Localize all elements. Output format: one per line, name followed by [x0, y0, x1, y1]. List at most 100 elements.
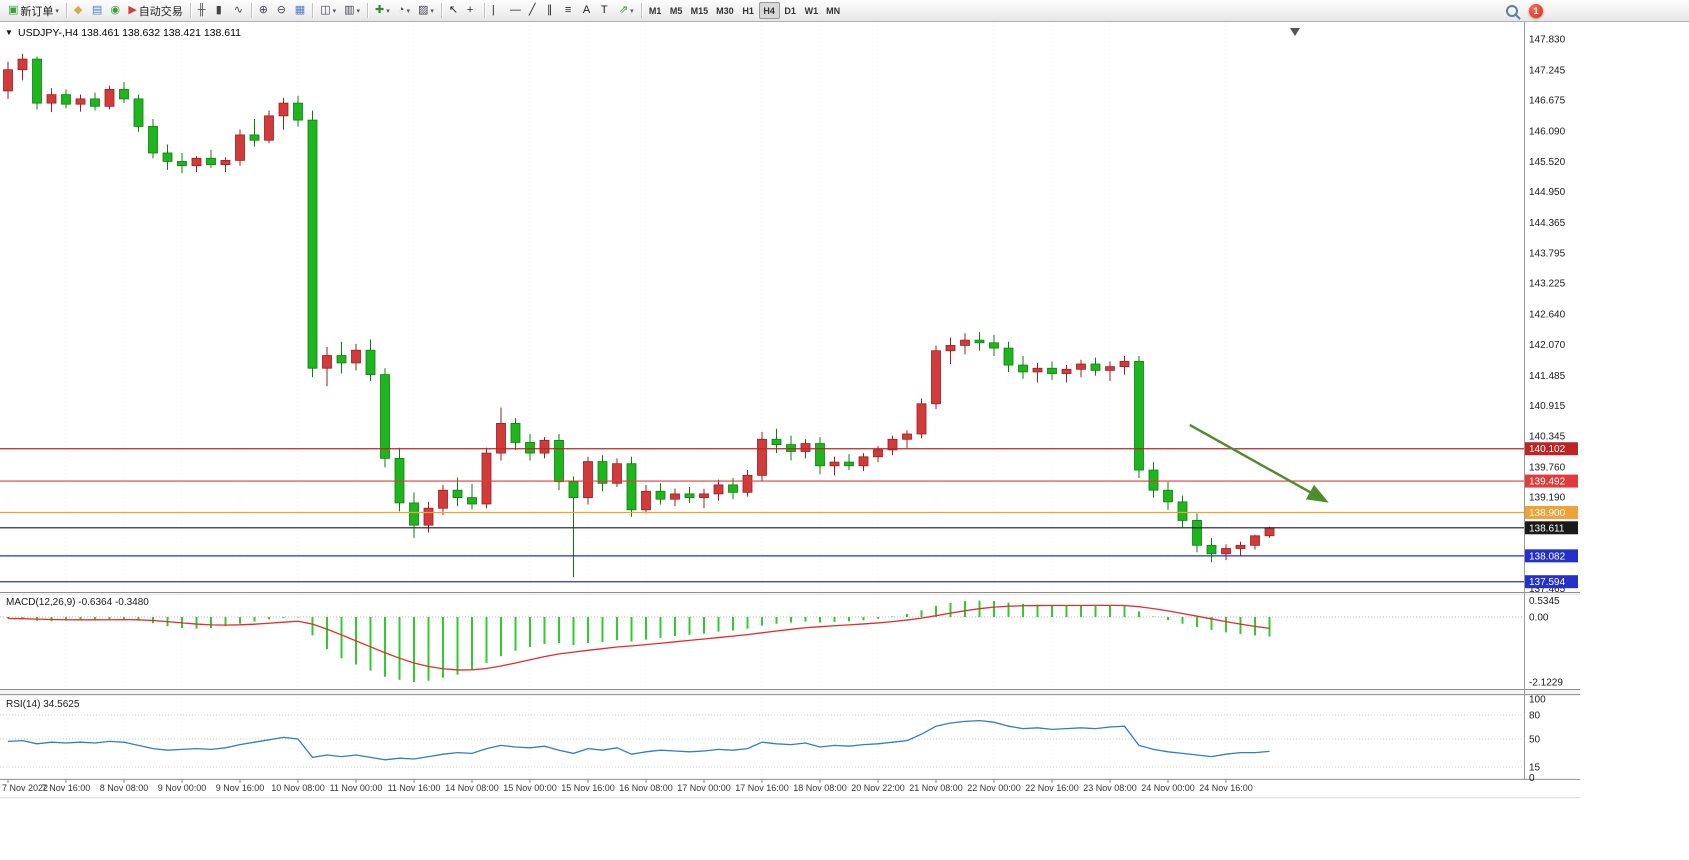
candlestick-chart-icon: ▮: [215, 4, 222, 16]
candle: [322, 347, 332, 387]
candle: [206, 149, 216, 168]
trend-arrow-object[interactable]: [1189, 423, 1329, 503]
bar-chart-button[interactable]: ╫: [194, 2, 212, 20]
svg-text:15: 15: [1529, 763, 1541, 774]
dropdown-caret-icon: ▾: [356, 7, 361, 15]
svg-text:143.795: 143.795: [1529, 248, 1566, 259]
tile-windows-button[interactable]: ▦: [291, 2, 309, 20]
zoom-out-icon: ⊖: [276, 4, 287, 16]
svg-text:16 Nov 08:00: 16 Nov 08:00: [619, 783, 673, 793]
vertical-line-button[interactable]: |: [488, 2, 506, 20]
auto-trading-button[interactable]: ▶ 自动交易: [124, 2, 186, 20]
candle: [235, 129, 245, 166]
rsi-panel: [0, 714, 1524, 768]
data-window-button[interactable]: ▤: [88, 2, 106, 20]
svg-text:7 Nov 2022: 7 Nov 2022: [2, 783, 48, 793]
candle: [989, 334, 999, 357]
svg-text:138.611: 138.611: [1529, 523, 1565, 534]
price-axis[interactable]: 147.830 147.245 146.675 146.090 145.520 144.9…: [1525, 34, 1578, 784]
candle: [1018, 356, 1028, 379]
timeframe-H4[interactable]: H4: [758, 2, 780, 19]
candle: [1047, 361, 1057, 380]
line-chart-button[interactable]: ∿: [230, 2, 248, 20]
candle: [757, 431, 767, 481]
svg-text:0.5345: 0.5345: [1529, 596, 1560, 607]
svg-text:142.070: 142.070: [1529, 340, 1566, 351]
text-button[interactable]: A: [579, 2, 597, 20]
toolbar-right-group: 1: [1506, 4, 1543, 18]
zoom-in-button[interactable]: ⊕: [255, 2, 273, 20]
timeframe-M15[interactable]: M15: [687, 2, 713, 19]
crosshair-button[interactable]: +: [463, 2, 481, 20]
indicators-button[interactable]: ✚ ▾: [371, 2, 394, 20]
svg-text:143.225: 143.225: [1529, 279, 1566, 290]
toolbar-separator: [312, 3, 314, 18]
svg-text:17 Nov 00:00: 17 Nov 00:00: [677, 783, 731, 793]
trendline-button[interactable]: ╱: [525, 2, 543, 20]
text-icon: A: [582, 4, 591, 16]
panel-borders[interactable]: [0, 22, 1580, 799]
dropdown-caret-icon: ▾: [55, 7, 59, 15]
candle: [597, 455, 608, 492]
new-order-button[interactable]: ▣ 新订单 ▾: [4, 2, 63, 20]
candle: [858, 453, 869, 472]
timeframe-M1[interactable]: M1: [645, 2, 666, 19]
arrows-button[interactable]: ⇗ ▾: [615, 2, 638, 20]
svg-text:24 Nov 16:00: 24 Nov 16:00: [1199, 783, 1253, 793]
notification-badge[interactable]: 1: [1529, 4, 1543, 18]
svg-text:144.950: 144.950: [1529, 187, 1566, 198]
candle: [771, 428, 782, 454]
candlestick-chart-button[interactable]: ▮: [212, 2, 230, 20]
candle: [684, 487, 695, 503]
timeframe-H1[interactable]: H1: [738, 2, 759, 19]
label-button[interactable]: T: [597, 2, 615, 20]
line-chart-icon: ∿: [233, 4, 244, 16]
new-chart-button[interactable]: ◫ ▾: [316, 2, 340, 20]
search-icon[interactable]: [1506, 5, 1518, 17]
svg-text:14 Nov 08:00: 14 Nov 08:00: [445, 783, 499, 793]
zoom-out-button[interactable]: ⊖: [273, 2, 291, 20]
new-order-button-label: 新订单: [20, 5, 54, 18]
timeframe-MN[interactable]: MN: [822, 2, 844, 19]
data-window-icon: ▤: [91, 4, 103, 16]
timeframe-D1[interactable]: D1: [780, 2, 801, 19]
periods-button[interactable]: ◔ ▾: [394, 2, 414, 20]
svg-text:7 Nov 16:00: 7 Nov 16:00: [42, 783, 91, 793]
candle: [887, 435, 898, 456]
candle: [931, 345, 941, 410]
price-badge: 139.492: [1525, 474, 1578, 488]
candle: [626, 456, 637, 517]
svg-text:22 Nov 00:00: 22 Nov 00:00: [967, 783, 1021, 793]
svg-text:50: 50: [1529, 735, 1541, 746]
profiles-button[interactable]: ◆: [70, 2, 88, 20]
macd-panel: [0, 600, 1524, 683]
cursor-button[interactable]: ↖: [445, 2, 463, 20]
crosshair-icon: +: [466, 4, 474, 16]
candle: [786, 435, 796, 461]
timeframe-M5[interactable]: M5: [666, 2, 687, 19]
candle: [481, 447, 492, 509]
chart-title: USDJPY-,H4 138.461 138.632 138.421 138.6…: [18, 27, 242, 39]
timeframe-M30[interactable]: M30: [712, 2, 738, 19]
channel-button[interactable]: ∥: [543, 2, 561, 20]
svg-text:137.465: 137.465: [1529, 584, 1566, 595]
price-badge: 138.900: [1525, 505, 1578, 519]
candle: [90, 92, 100, 111]
candle: [844, 454, 854, 471]
templates-icon: ▨: [417, 4, 429, 16]
toolbar: ▣ 新订单 ▾ ◆ ▤ ◉ ▶ 自动交易 ╫ ▮ ∿ ⊕ ⊖ ▦ ◫ ▾ ▥ ▾ ✚ ▾ ◔ ▾ ▨ ▾ ↖ + | — ╱ ∥ ≡ A T ⇗ ▾…: [0, 0, 1689, 22]
timeframe-W1[interactable]: W1: [801, 2, 823, 19]
fibonacci-button[interactable]: ≡: [561, 2, 579, 20]
chart-area[interactable]: 147.830 147.245 146.675 146.090 145.520 144.9…: [0, 22, 1689, 800]
svg-text:11 Nov 16:00: 11 Nov 16:00: [388, 783, 441, 793]
chart-list-button[interactable]: ▥ ▾: [340, 2, 364, 20]
market-watch-button[interactable]: ◉: [106, 2, 124, 20]
candle: [525, 433, 535, 461]
candle: [119, 81, 129, 104]
candle: [133, 94, 144, 132]
horizontal-line-button[interactable]: —: [506, 2, 525, 20]
chart-menu-icon[interactable]: ▼: [5, 28, 13, 37]
templates-button[interactable]: ▨ ▾: [414, 2, 438, 20]
